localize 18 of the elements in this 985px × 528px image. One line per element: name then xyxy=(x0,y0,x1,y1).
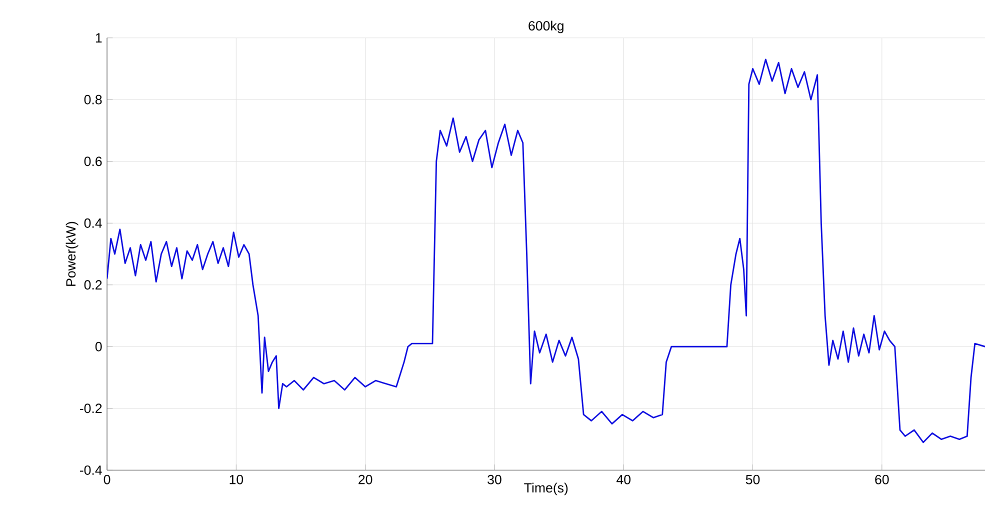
y-tick-label: 0.4 xyxy=(84,218,102,228)
y-tick-label: 0.2 xyxy=(84,280,102,290)
y-tick-label: 0.6 xyxy=(84,156,102,166)
y-axis-title: Power(kW) xyxy=(66,222,78,286)
x-tick-label: 10 xyxy=(230,474,244,484)
y-tick-label: -0.4 xyxy=(80,465,102,475)
y-tick-label: -0.2 xyxy=(80,404,102,414)
x-tick-label: 40 xyxy=(616,474,631,484)
x-tick-label: 0 xyxy=(104,474,110,484)
x-tick-label: 30 xyxy=(488,474,502,484)
y-tick-label: 0 xyxy=(95,342,102,352)
y-tick-label: 1 xyxy=(96,33,102,42)
x-tick-label: 60 xyxy=(875,474,889,484)
x-tick-label: 50 xyxy=(746,474,760,484)
chart-title: 600kg xyxy=(528,20,564,34)
x-tick-label: 20 xyxy=(358,474,372,484)
y-tick-label: 0.8 xyxy=(84,94,102,104)
x-axis-title: Time(s) xyxy=(524,482,568,496)
